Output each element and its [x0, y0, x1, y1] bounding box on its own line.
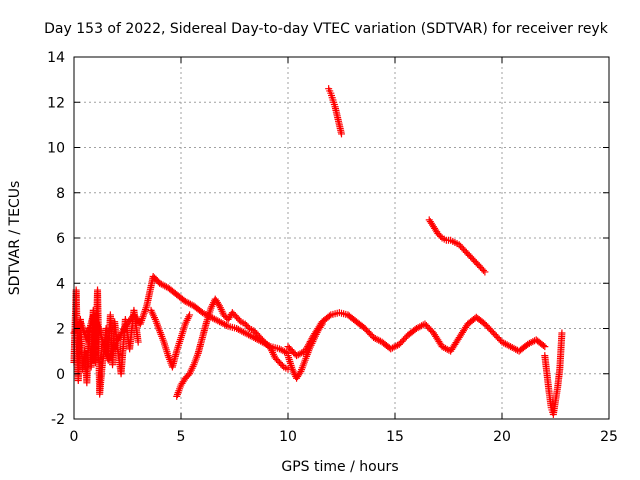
y-tick-label: 0: [56, 367, 65, 383]
data-point-marker: [186, 311, 194, 319]
data-point-marker: [539, 341, 547, 349]
data-point-marker: [222, 321, 230, 329]
data-point-marker: [541, 343, 549, 351]
data-point-marker: [317, 322, 325, 330]
y-tick-label: 10: [47, 141, 65, 157]
x-tick-label: 0: [70, 429, 79, 445]
x-tick-label: 15: [386, 429, 404, 445]
y-tick-label: 14: [47, 50, 65, 66]
y-tick-label: 12: [47, 95, 65, 111]
data-point-marker: [244, 323, 252, 331]
data-point-marker: [558, 329, 566, 337]
data-point-marker: [278, 361, 286, 369]
data-point-marker: [214, 300, 222, 308]
data-point-marker: [437, 232, 445, 240]
chart-title: Day 153 of 2022, Sidereal Day-to-day VTE…: [44, 21, 609, 37]
x-tick-label: 25: [600, 429, 618, 445]
y-tick-label: 4: [56, 276, 65, 292]
axis-ticks: 0 5 10 15 20 25 -2 0 2 4 6 8 10 12 14: [47, 50, 618, 445]
data-point-marker: [479, 266, 487, 274]
x-tick-label: 20: [493, 429, 511, 445]
data-point-marker: [134, 338, 142, 346]
data-point-marker: [481, 268, 489, 276]
x-tick-label: 5: [177, 429, 186, 445]
data-point-marker: [338, 130, 345, 138]
y-tick-label: -2: [51, 412, 65, 428]
grid: [74, 57, 609, 419]
data-points: [70, 85, 566, 418]
x-axis-label: GPS time / hours: [281, 459, 398, 475]
data-point-marker: [318, 320, 326, 328]
y-tick-label: 2: [56, 322, 65, 338]
y-axis-label: SDTVAR / TECUs: [7, 181, 23, 296]
data-point-marker: [296, 369, 304, 377]
x-tick-label: 10: [279, 429, 297, 445]
data-point-marker: [419, 321, 427, 329]
y-tick-label: 8: [56, 186, 65, 202]
data-point-marker: [235, 316, 243, 324]
y-tick-label: 6: [56, 231, 65, 247]
data-point-marker: [325, 312, 333, 320]
data-point-marker: [282, 348, 290, 356]
